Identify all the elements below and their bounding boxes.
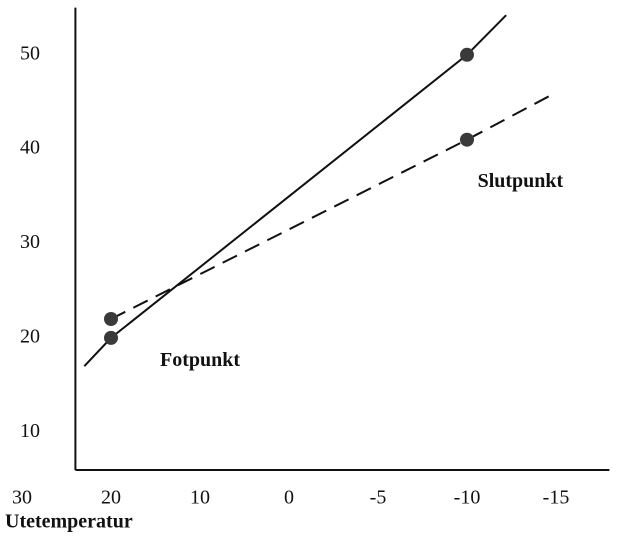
- y-tick-label: 40: [20, 137, 40, 159]
- data-point: [104, 330, 118, 345]
- annotation: Fotpunkt: [160, 349, 240, 371]
- annotation: Slutpunkt: [478, 170, 564, 192]
- y-tick-label: 50: [20, 42, 40, 64]
- x-tick-label: 10: [190, 487, 210, 509]
- data-point: [460, 47, 474, 62]
- x-tick-label: -10: [454, 487, 481, 509]
- y-tick-label: 10: [20, 420, 40, 442]
- data-point: [460, 132, 474, 147]
- y-tick-label: 20: [20, 325, 40, 347]
- x-tick-label: 20: [101, 487, 121, 509]
- x-tick-label: -5: [370, 487, 387, 509]
- x-tick-label: -15: [543, 487, 570, 509]
- line: [110, 91, 557, 320]
- line: [83, 14, 507, 367]
- x-tick-label: 30: [12, 487, 32, 509]
- data-point: [104, 312, 118, 327]
- y-tick-label: 30: [20, 231, 40, 253]
- x-tick-label: 0: [284, 487, 294, 509]
- x-axis-label: Utetemperatur: [5, 511, 133, 533]
